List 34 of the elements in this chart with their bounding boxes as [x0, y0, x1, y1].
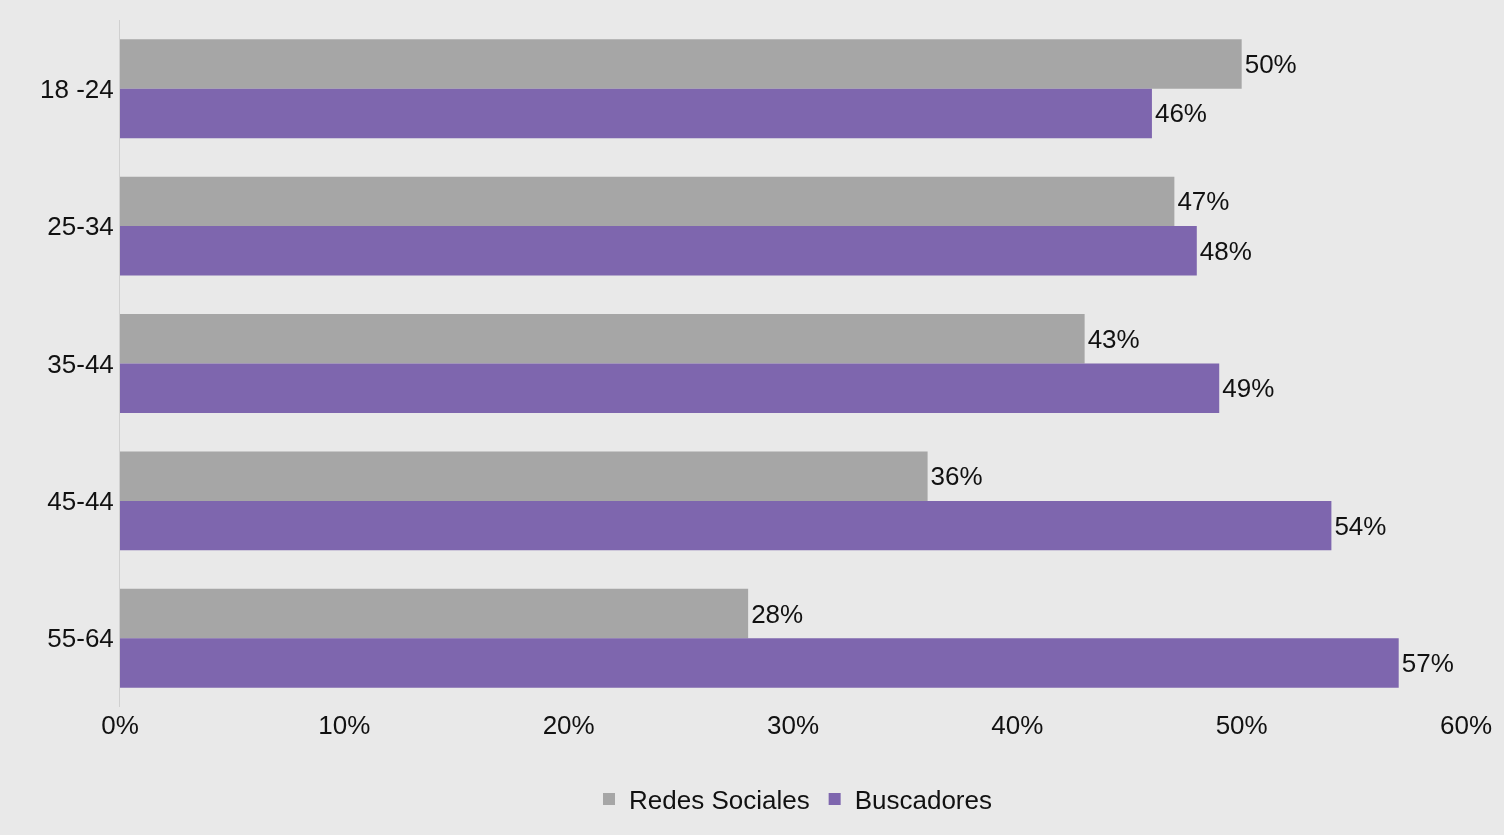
bar	[120, 88, 1152, 139]
bar	[120, 588, 749, 639]
x-tick-label: 50%	[1215, 710, 1268, 740]
bar	[120, 314, 1085, 364]
data-label: 43%	[1087, 323, 1140, 354]
y-tick-label: 45-44	[47, 486, 114, 516]
bar	[120, 638, 1399, 688]
x-tick-label: 10%	[318, 710, 371, 740]
legend-label: Redes Sociales	[629, 785, 810, 816]
y-tick-label: 25-34	[47, 211, 114, 242]
data-label: 48%	[1199, 235, 1252, 266]
x-tick-label: 60%	[1439, 710, 1493, 740]
data-label: 50%	[1244, 48, 1297, 79]
data-label: 46%	[1154, 98, 1207, 129]
bar	[120, 500, 1332, 551]
data-label: 57%	[1401, 648, 1454, 679]
legend-label: Buscadores	[854, 785, 992, 816]
y-tick-label: 35-44	[47, 348, 114, 379]
data-label: 28%	[751, 598, 804, 629]
y-tick-label: 18 -24	[40, 73, 114, 104]
data-label: 49%	[1222, 373, 1275, 404]
bar	[120, 39, 1242, 89]
bar	[120, 363, 1220, 413]
x-tick-label: 0%	[101, 710, 139, 740]
bar	[120, 176, 1175, 227]
bar	[120, 226, 1197, 276]
x-tick-label: 40%	[991, 710, 1044, 740]
data-label: 54%	[1334, 510, 1387, 541]
data-label: 36%	[930, 461, 983, 492]
x-tick-label: 30%	[766, 710, 820, 740]
x-tick-label: 20%	[542, 710, 595, 740]
data-label: 47%	[1177, 186, 1230, 217]
bar	[120, 451, 928, 501]
y-tick-label: 55-64	[47, 623, 114, 654]
